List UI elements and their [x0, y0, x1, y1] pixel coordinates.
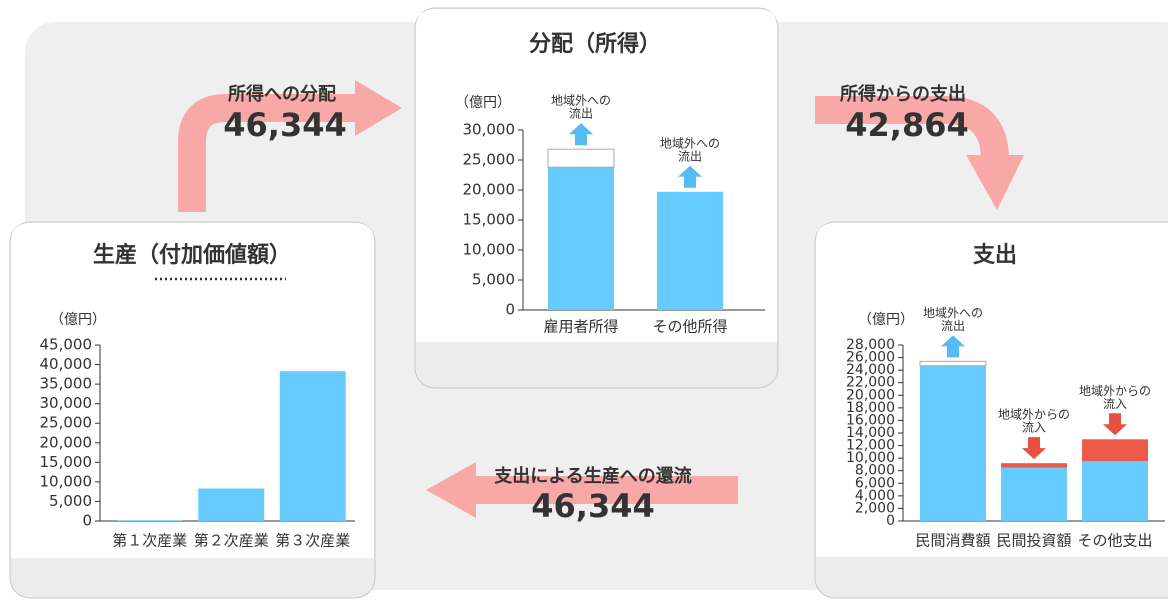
y-tick-label: 8,000: [855, 463, 895, 479]
y-tick-label: 25,000: [40, 414, 93, 432]
y-tick-label: 0: [82, 512, 92, 530]
bar: [919, 360, 987, 367]
y-tick-label: 40,000: [40, 355, 93, 373]
chart-title: 支出: [973, 243, 1017, 268]
x-tick-label: 第１次産業: [112, 532, 187, 550]
flow-arrow: [815, 96, 1009, 161]
y-tick-label: 18,000: [846, 400, 895, 416]
annotation: 地域外からの: [1079, 384, 1151, 398]
y-tick-label: 20,000: [40, 433, 93, 451]
x-tick-label: 第２次産業: [194, 532, 269, 550]
annotation: 地域外への: [660, 136, 720, 150]
bar: [1082, 439, 1148, 462]
unit-label: （億円）: [50, 312, 106, 328]
chart-title: 分配（所得）: [529, 31, 661, 57]
flow-arrowhead: [355, 80, 402, 136]
flow-value: 42,864: [845, 106, 968, 144]
annotation: 流入: [1103, 397, 1127, 411]
x-tick-label: 第３次産業: [275, 532, 350, 550]
bar: [920, 365, 986, 521]
y-tick-label: 15,000: [40, 453, 93, 471]
y-tick-label: 30,000: [463, 121, 516, 139]
y-tick-label: 6,000: [855, 475, 895, 491]
unit-label: （億円）: [455, 95, 511, 111]
chart-title: 生産（付加価値額）: [93, 242, 291, 268]
y-tick-label: 0: [886, 513, 895, 529]
panel-body: [816, 223, 1168, 557]
y-tick-label: 14,000: [846, 425, 895, 441]
flow-label: 所得からの支出: [840, 83, 966, 105]
y-tick-label: 10,000: [846, 450, 895, 466]
annotation-arrow: [1103, 413, 1127, 436]
y-tick-label: 24,000: [846, 362, 895, 378]
annotation: 地域外への: [923, 306, 983, 320]
annotation-arrow: [1022, 437, 1046, 460]
bar: [198, 488, 265, 521]
y-tick-label: 15,000: [463, 211, 516, 229]
unit-label: （億円）: [858, 312, 914, 328]
y-tick-label: 26,000: [846, 350, 895, 366]
y-tick-label: 12,000: [846, 438, 895, 454]
flow-label: 支出による生産への還流: [493, 465, 691, 487]
annotation: 流出: [678, 149, 702, 163]
bar: [1001, 467, 1067, 521]
x-tick-label: その他支出: [1077, 532, 1152, 550]
y-tick-label: 28,000: [846, 337, 895, 353]
annotation: 流入: [1022, 421, 1046, 435]
bar: [116, 520, 183, 521]
annotation: 流出: [941, 319, 965, 333]
y-tick-label: 35,000: [40, 375, 93, 393]
x-tick-label: 雇用者所得: [543, 318, 618, 336]
bar: [657, 191, 723, 310]
flow-arrow: [178, 94, 362, 212]
y-tick-label: 45,000: [40, 336, 93, 354]
y-tick-label: 16,000: [846, 412, 895, 428]
flow-label: 所得への分配: [228, 83, 336, 105]
y-tick-label: 10,000: [463, 241, 516, 259]
y-tick-label: 22,000: [846, 375, 895, 391]
x-tick-label: その他所得: [652, 318, 727, 336]
y-tick-label: 4,000: [855, 488, 895, 504]
annotation: 流出: [569, 107, 593, 121]
flow-arrowhead: [966, 155, 1024, 210]
annotation-arrow: [678, 165, 702, 188]
bar: [1082, 461, 1148, 521]
y-tick-label: 5,000: [49, 492, 92, 510]
y-tick-label: 5,000: [472, 271, 515, 289]
bar: [1001, 463, 1067, 468]
y-tick-label: 0: [505, 301, 515, 319]
y-tick-label: 20,000: [463, 181, 516, 199]
y-tick-label: 25,000: [463, 151, 516, 169]
y-tick-label: 10,000: [40, 472, 93, 490]
bar: [279, 371, 346, 521]
flow-arrowhead: [426, 462, 476, 518]
y-tick-label: 30,000: [40, 394, 93, 412]
y-tick-label: 20,000: [846, 387, 895, 403]
y-tick-label: 2,000: [855, 500, 895, 516]
annotation: 地域外への: [551, 94, 611, 108]
flow-value: 46,344: [531, 487, 654, 525]
annotation-arrow: [941, 335, 965, 358]
annotation-arrow: [569, 123, 593, 146]
annotation: 地域外からの: [998, 408, 1070, 422]
flow-value: 46,344: [223, 106, 346, 144]
bar: [547, 148, 615, 168]
bar: [548, 167, 614, 310]
x-tick-label: 民間消費額: [915, 532, 990, 550]
x-tick-label: 民間投資額: [996, 532, 1071, 550]
